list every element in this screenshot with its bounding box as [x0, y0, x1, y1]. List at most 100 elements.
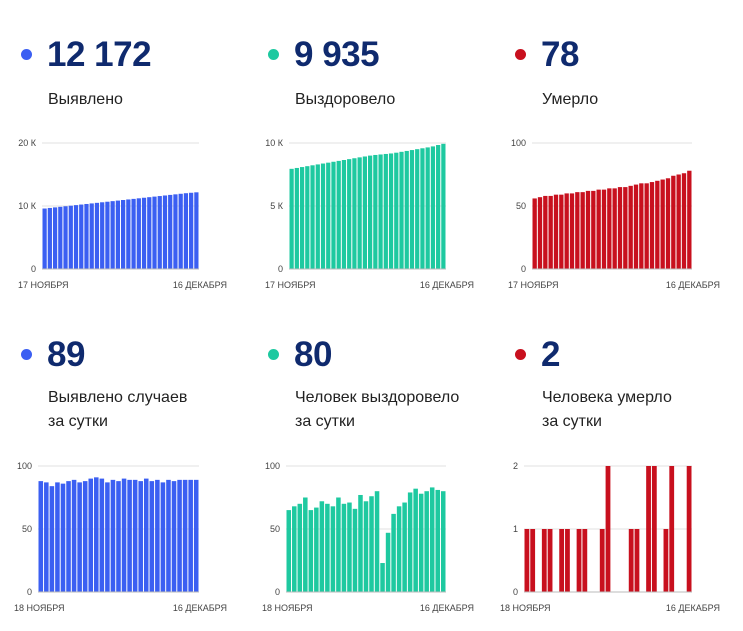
stat-label: Человек выздоровело за сутки — [295, 389, 460, 430]
bar — [663, 529, 669, 592]
bar — [605, 466, 611, 592]
bar — [418, 493, 424, 592]
bar — [547, 529, 553, 592]
bar — [665, 178, 671, 269]
bar — [591, 190, 596, 269]
green-dot-icon — [268, 349, 279, 360]
bar — [646, 466, 651, 592]
bar — [314, 507, 319, 592]
bar — [44, 482, 49, 592]
bar — [396, 506, 402, 592]
bar — [633, 184, 639, 269]
bar — [543, 195, 548, 269]
bar — [126, 199, 131, 269]
bar — [310, 165, 315, 269]
bar — [374, 491, 380, 592]
bar — [79, 204, 84, 269]
bar — [82, 481, 88, 592]
bar — [532, 198, 537, 269]
x-tick-label-end: 16 ДЕКАБРЯ — [173, 280, 227, 290]
bar — [194, 192, 199, 269]
bar — [681, 173, 687, 269]
bar — [564, 193, 569, 269]
bar — [409, 150, 415, 269]
y-tick-label: 10 К — [18, 201, 37, 211]
bar — [415, 149, 420, 269]
bar — [315, 164, 320, 269]
bar — [368, 155, 373, 269]
bar — [160, 482, 166, 592]
bar — [136, 198, 141, 269]
bar — [188, 479, 193, 592]
bar — [152, 196, 157, 269]
bar — [183, 193, 189, 269]
bar — [402, 502, 407, 592]
y-tick-label: 1 — [513, 524, 518, 534]
bar — [325, 503, 330, 592]
y-tick-label: 50 — [22, 524, 32, 534]
bar — [94, 202, 100, 269]
bar — [94, 477, 99, 592]
bar — [341, 503, 347, 592]
bar — [383, 153, 388, 269]
bar — [649, 182, 655, 269]
bar — [687, 170, 692, 269]
bar — [362, 156, 367, 269]
bar — [399, 151, 404, 269]
bar — [363, 501, 369, 592]
bar — [100, 202, 105, 269]
bar — [105, 201, 110, 269]
stat-value: 78 — [541, 35, 579, 74]
bar — [77, 482, 82, 592]
stat-label: Выздоровело — [295, 91, 396, 108]
y-tick-label: 0 — [278, 264, 283, 274]
stat-value: 12 172 — [47, 35, 152, 74]
y-tick-label: 0 — [27, 587, 32, 597]
bar — [651, 466, 657, 592]
blue-dot-icon — [21, 49, 32, 60]
bar — [404, 150, 409, 269]
bar — [84, 203, 89, 269]
y-tick-label: 100 — [265, 461, 280, 471]
bar — [131, 198, 136, 269]
bar — [289, 168, 294, 269]
bar — [530, 529, 536, 592]
bar — [634, 529, 640, 592]
y-tick-label: 50 — [270, 524, 280, 534]
bar — [73, 205, 79, 269]
stat-label: Выявлено случаев за сутки — [48, 389, 188, 430]
bar — [66, 481, 71, 592]
x-tick-label-end: 16 ДЕКАБРЯ — [173, 603, 227, 613]
bar — [358, 494, 363, 592]
x-tick-label-end: 16 ДЕКАБРЯ — [666, 280, 720, 290]
bar — [121, 200, 126, 269]
bar — [576, 529, 582, 592]
x-tick-label-start: 17 НОЯБРЯ — [265, 280, 316, 290]
bar — [612, 188, 617, 269]
bar — [55, 482, 60, 592]
bar — [319, 501, 325, 592]
bar — [49, 486, 55, 592]
bar — [38, 481, 44, 592]
bar — [331, 161, 336, 269]
bar — [58, 206, 63, 269]
bar — [121, 478, 127, 592]
y-tick-label: 0 — [275, 587, 280, 597]
bar — [193, 479, 199, 592]
y-tick-label: 2 — [513, 461, 518, 471]
bar — [52, 207, 58, 269]
bar — [141, 197, 147, 269]
bar — [582, 529, 588, 592]
bar — [60, 483, 66, 592]
y-tick-label: 0 — [31, 264, 36, 274]
bar — [655, 180, 660, 269]
bar — [127, 479, 132, 592]
bar — [138, 481, 143, 592]
bar — [424, 491, 429, 592]
x-tick-label-end: 16 ДЕКАБРЯ — [420, 603, 474, 613]
